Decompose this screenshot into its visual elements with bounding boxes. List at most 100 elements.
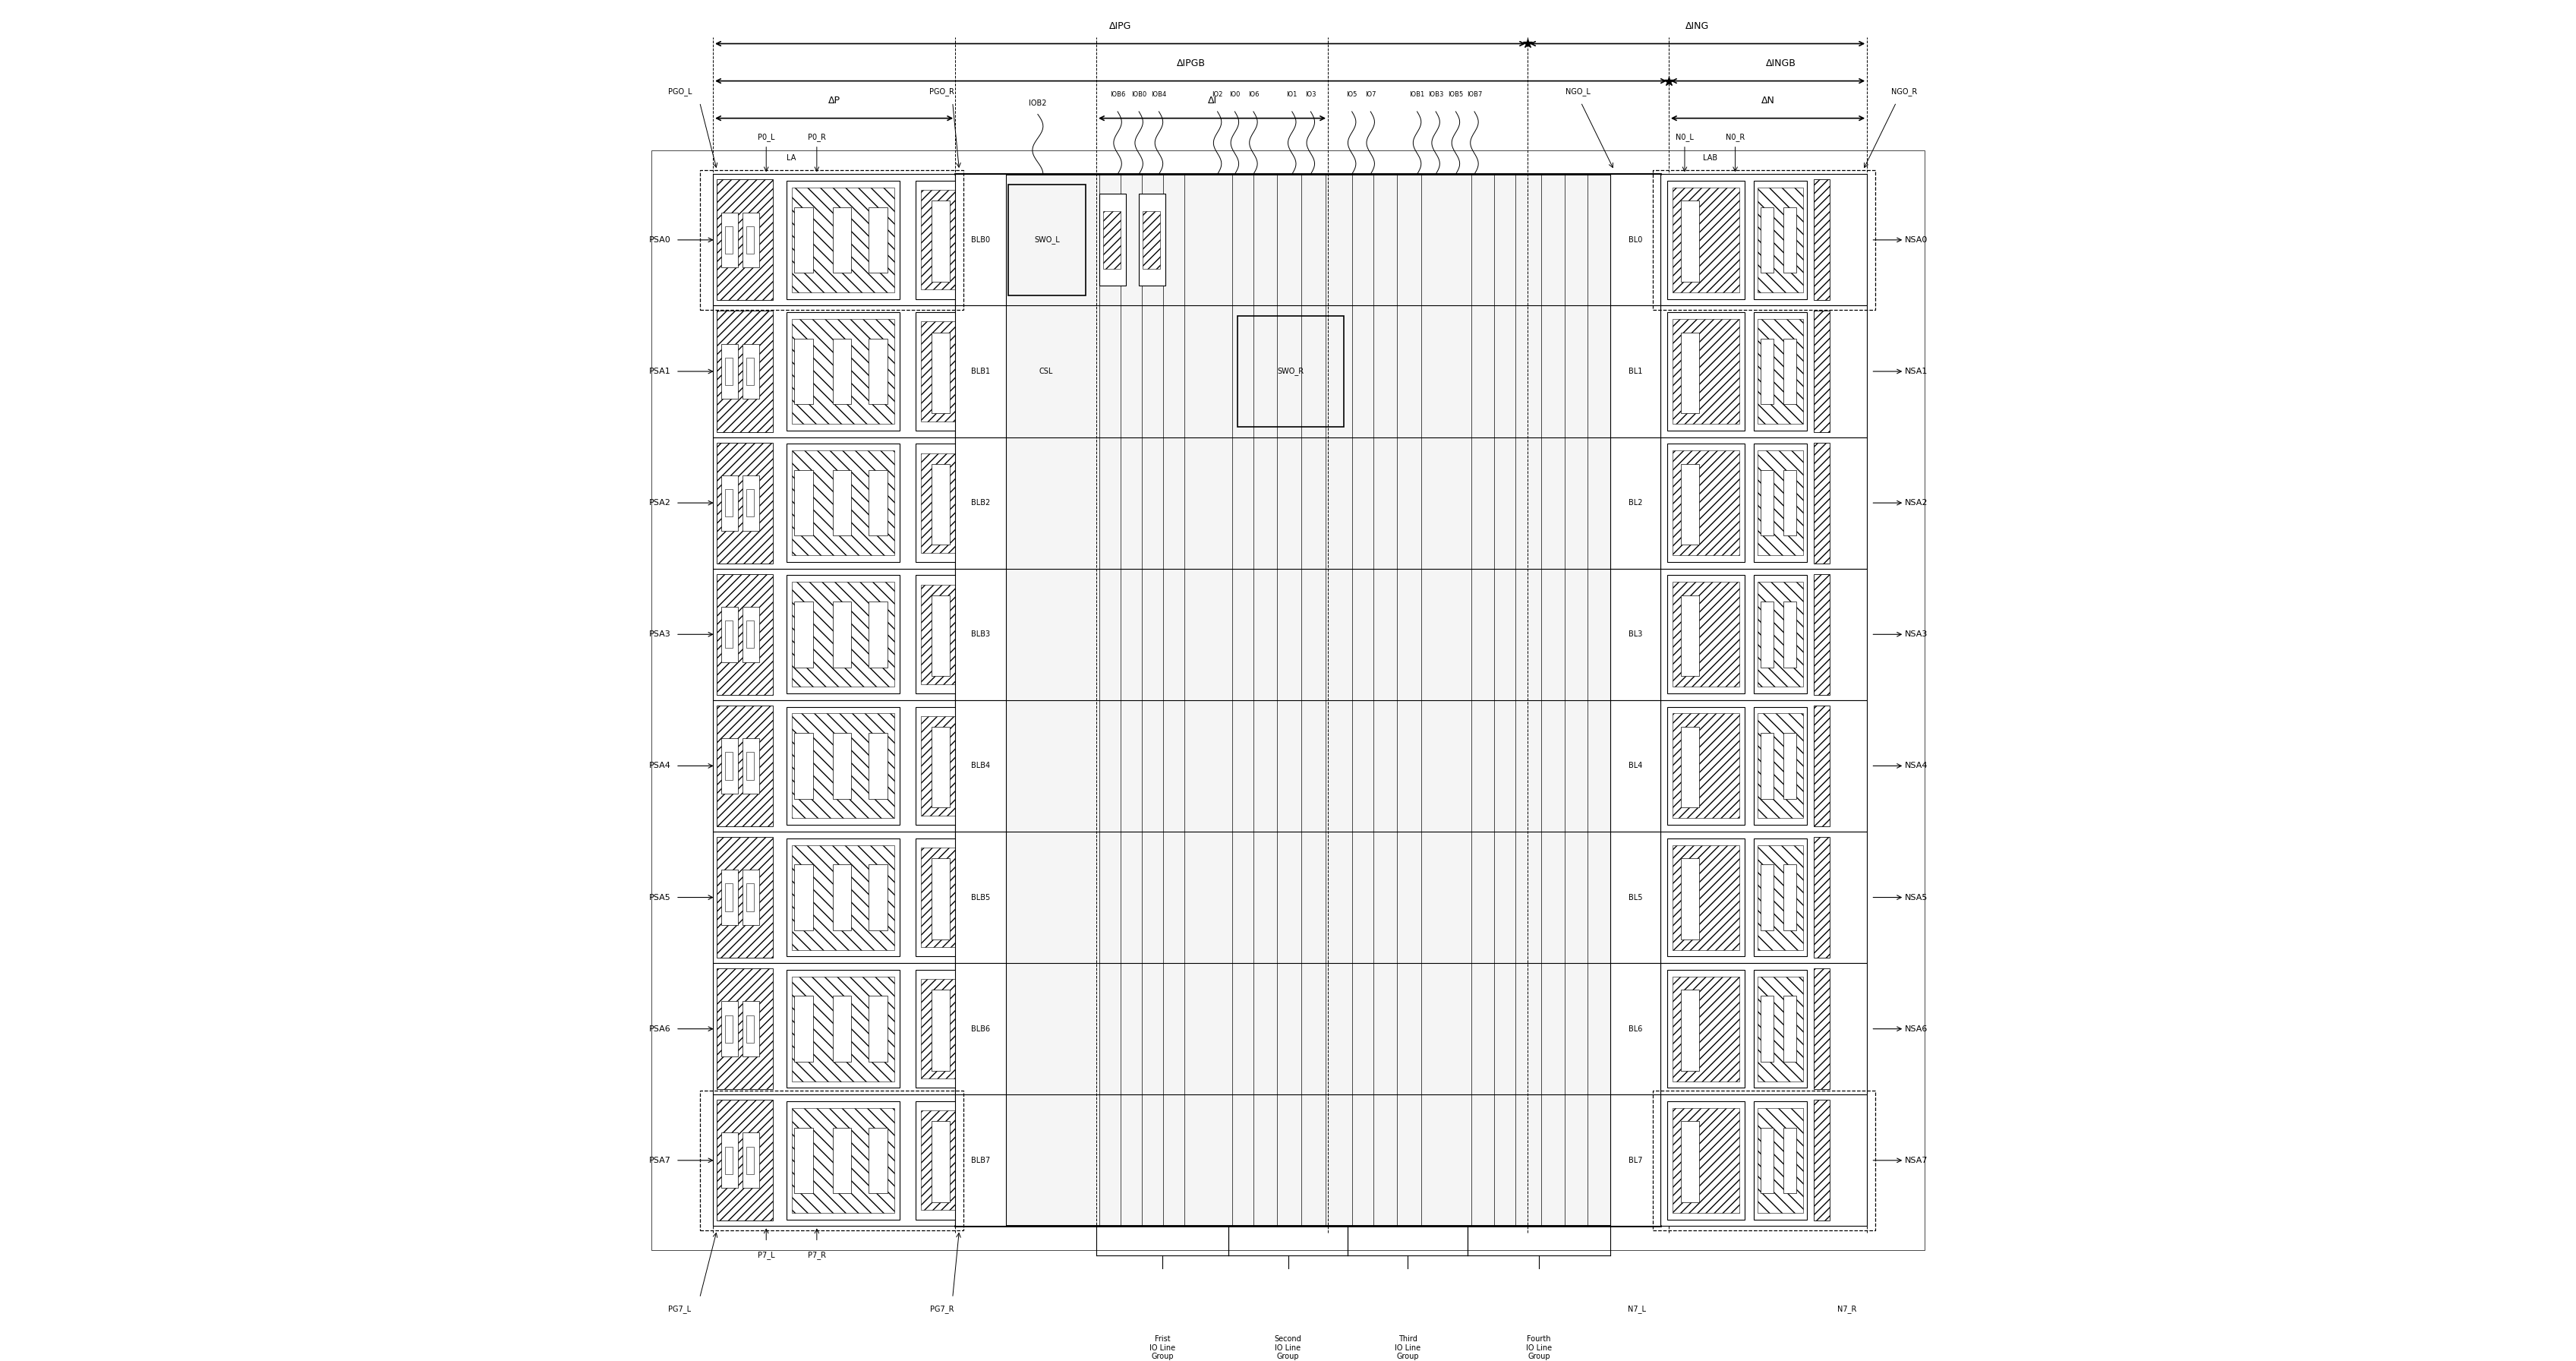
Bar (791, 583, 894, 687)
Bar (791, 845, 894, 950)
Bar (721, 344, 739, 399)
Bar (1759, 734, 1775, 799)
Bar (1680, 595, 1700, 676)
Bar (832, 996, 853, 1062)
Bar (786, 444, 899, 562)
Bar (956, 964, 1005, 1094)
Bar (1662, 437, 1868, 569)
Text: BLB7: BLB7 (971, 1157, 989, 1164)
Bar (1814, 442, 1829, 563)
Bar (1757, 713, 1803, 818)
Bar (1757, 450, 1803, 555)
Bar (1814, 180, 1829, 301)
Bar (1007, 185, 1084, 295)
Bar (1610, 832, 1662, 964)
Bar (920, 585, 979, 685)
Bar (1754, 312, 1808, 430)
Text: IOB0: IOB0 (1131, 91, 1146, 98)
Bar (1680, 464, 1700, 544)
Text: N0_L: N0_L (1674, 133, 1695, 142)
Bar (747, 621, 755, 648)
Bar (933, 989, 951, 1071)
Text: PSA6: PSA6 (649, 1025, 670, 1033)
Text: PG7_L: PG7_L (667, 1305, 690, 1313)
Bar (786, 181, 899, 299)
Text: SWO_L: SWO_L (1033, 235, 1059, 244)
Bar (1662, 700, 1868, 832)
Bar (1759, 996, 1775, 1062)
Bar (933, 332, 951, 414)
Text: IO2: IO2 (1211, 91, 1224, 98)
Bar (1667, 1101, 1744, 1219)
Text: Second
IO Line
Group: Second IO Line Group (1275, 1335, 1301, 1361)
Bar (868, 602, 886, 667)
Bar (793, 339, 814, 404)
Bar (742, 1002, 760, 1056)
Text: NSA3: NSA3 (1904, 630, 1927, 638)
Bar (1610, 700, 1662, 832)
Bar (914, 576, 984, 694)
Bar (1139, 193, 1164, 286)
Bar (724, 621, 734, 648)
Text: IOB5: IOB5 (1448, 91, 1463, 98)
Bar (914, 1101, 984, 1219)
Bar (956, 174, 1005, 306)
Bar (832, 602, 853, 667)
Bar (791, 188, 894, 293)
Text: Third
IO Line
Group: Third IO Line Group (1394, 1335, 1422, 1361)
Bar (956, 569, 1005, 700)
Bar (832, 864, 853, 931)
Bar (1654, 170, 1875, 310)
Text: BLB2: BLB2 (971, 499, 989, 506)
Bar (956, 832, 1005, 964)
Text: P7_R: P7_R (809, 1251, 827, 1259)
Bar (724, 1015, 734, 1043)
Bar (724, 753, 734, 780)
Bar (920, 979, 979, 1079)
Text: PGO_L: PGO_L (667, 87, 690, 95)
Bar (786, 312, 899, 430)
Bar (1672, 188, 1739, 293)
Bar (1610, 964, 1662, 1094)
Text: PSA4: PSA4 (649, 762, 670, 770)
Bar (1680, 1121, 1700, 1202)
Bar (747, 226, 755, 253)
Bar (793, 602, 814, 667)
Text: BLB6: BLB6 (971, 1025, 989, 1033)
Bar (914, 181, 984, 299)
Bar (716, 574, 773, 695)
Text: BLB1: BLB1 (971, 367, 989, 376)
Bar (868, 996, 886, 1062)
Text: ΔI: ΔI (1208, 97, 1216, 106)
Bar (1100, 193, 1126, 286)
Bar (1610, 174, 1662, 306)
Text: BLB3: BLB3 (971, 630, 989, 638)
Bar (1783, 207, 1795, 272)
Bar (933, 201, 951, 282)
Bar (1757, 845, 1803, 950)
Bar (1759, 339, 1775, 404)
Bar (1754, 444, 1808, 562)
Bar (714, 437, 956, 569)
Text: NSA6: NSA6 (1904, 1025, 1927, 1033)
Bar (716, 705, 773, 826)
Bar (1783, 864, 1795, 931)
Bar (1814, 1100, 1829, 1221)
Bar (1667, 312, 1744, 430)
Bar (914, 970, 984, 1087)
Text: BLB0: BLB0 (971, 235, 989, 244)
Bar (716, 1100, 773, 1221)
Bar (793, 470, 814, 536)
Bar (786, 838, 899, 957)
Text: BL7: BL7 (1628, 1157, 1643, 1164)
Bar (791, 450, 894, 555)
Bar (933, 859, 951, 939)
Bar (956, 437, 1005, 569)
Text: NSA7: NSA7 (1904, 1157, 1927, 1164)
Text: IOB7: IOB7 (1466, 91, 1481, 98)
Text: NGO_L: NGO_L (1566, 87, 1589, 95)
Bar (714, 964, 956, 1094)
Bar (652, 150, 1924, 1249)
Bar (1680, 727, 1700, 807)
Bar (747, 358, 755, 385)
